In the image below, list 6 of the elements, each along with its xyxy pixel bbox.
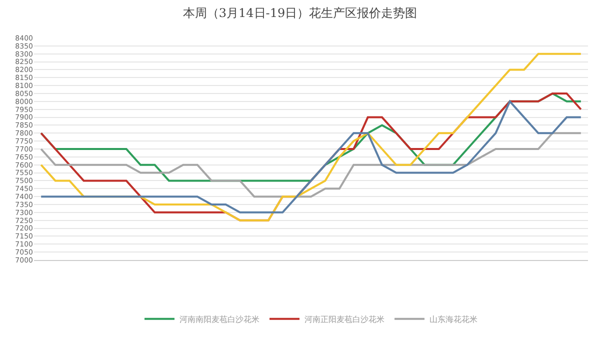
legend-label: 河南正阳麦苞白沙花米: [304, 315, 384, 324]
legend-label: 河南南阳麦苞白沙花米: [180, 315, 260, 324]
line-series: [40, 52, 582, 222]
chart-title: 本周（3月14日-19日）花生产区报价走势图: [182, 6, 418, 20]
legend-label: 山东海花花米: [430, 315, 478, 324]
line-series: [40, 132, 582, 198]
